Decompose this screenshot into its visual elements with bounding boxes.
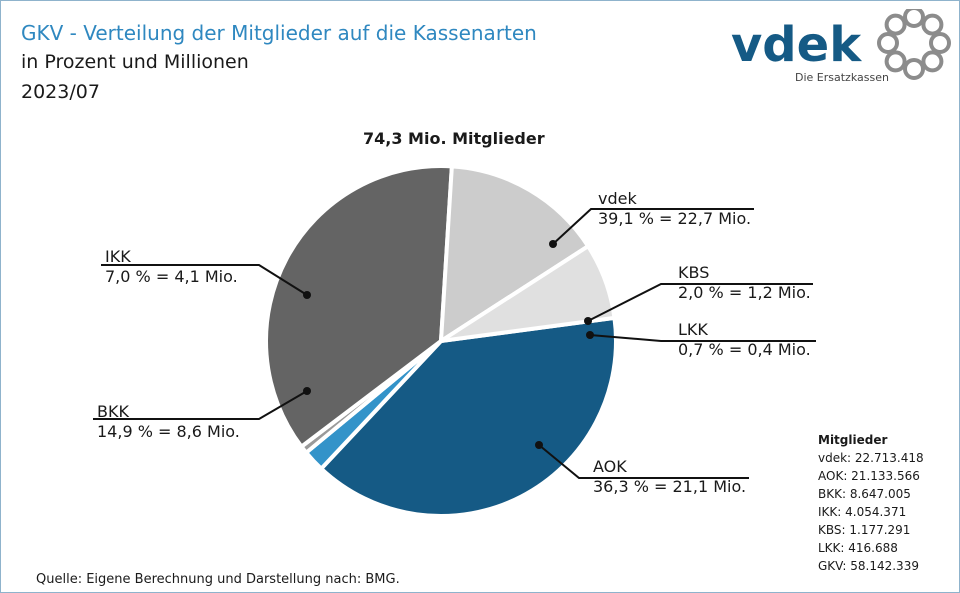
leader-dot-vdek bbox=[549, 240, 557, 248]
members-row: IKK: 4.054.371 bbox=[818, 505, 907, 519]
logo-dot bbox=[921, 50, 944, 73]
logo-dots-icon bbox=[877, 9, 951, 80]
pie-slice-bkk bbox=[439, 164, 591, 343]
label-vdek: vdek 39,1 % = 22,7 Mio. bbox=[598, 189, 751, 229]
label-bkk-value: 14,9 % = 8,6 Mio. bbox=[97, 422, 240, 441]
members-row: GKV: 58.142.339 bbox=[818, 559, 919, 573]
label-aok-name: AOK bbox=[593, 457, 627, 476]
label-vdek-value: 39,1 % = 22,7 Mio. bbox=[598, 209, 752, 228]
logo-dot bbox=[877, 32, 899, 54]
label-lkk-name: LKK bbox=[678, 320, 708, 339]
label-ikk: IKK 7,0 % = 4,1 Mio. bbox=[105, 247, 238, 287]
label-kbs-value: 2,0 % = 1,2 Mio. bbox=[678, 283, 811, 302]
label-ikk-name: IKK bbox=[105, 247, 131, 266]
members-heading: Mitglieder bbox=[818, 433, 888, 447]
logo-dot bbox=[903, 58, 925, 80]
leader-line-ikk bbox=[101, 264, 308, 296]
members-row: BKK: 8.647.005 bbox=[818, 487, 911, 501]
leader-line-lkk bbox=[589, 334, 816, 342]
pie-slice-aok bbox=[264, 164, 454, 449]
logo-dot bbox=[884, 50, 907, 73]
vdek-logo: vdek Die Ersatzkassen bbox=[731, 9, 951, 84]
leader-line-aok bbox=[538, 444, 749, 479]
pie-total-title: 74,3 Mio. Mitglieder bbox=[363, 129, 545, 148]
chart-title: GKV - Verteilung der Mitglieder auf die … bbox=[21, 21, 537, 45]
label-kbs-name: KBS bbox=[678, 263, 710, 282]
leader-dot-ikk bbox=[303, 291, 311, 299]
leader-dot-lkk bbox=[586, 331, 594, 339]
members-row: vdek: 22.713.418 bbox=[818, 451, 924, 465]
label-kbs: KBS 2,0 % = 1,2 Mio. bbox=[678, 263, 811, 303]
logo-dot bbox=[884, 13, 907, 36]
source-note: Quelle: Eigene Berechnung und Darstellun… bbox=[36, 572, 400, 587]
logo-tagline: Die Ersatzkassen bbox=[795, 71, 889, 84]
logo-dot bbox=[903, 9, 925, 28]
label-lkk-value: 0,7 % = 0,4 Mio. bbox=[678, 340, 811, 359]
label-bkk: BKK 14,9 % = 8,6 Mio. bbox=[97, 402, 240, 442]
label-vdek-name: vdek bbox=[598, 189, 637, 208]
leader-dot-aok bbox=[535, 441, 543, 449]
logo-wordmark: vdek bbox=[731, 17, 862, 73]
members-row: KBS: 1.177.291 bbox=[818, 523, 911, 537]
pie-slice-ikk bbox=[439, 244, 617, 343]
label-aok: AOK 36,3 % = 21,1 Mio. bbox=[593, 457, 746, 497]
leader-line-vdek bbox=[552, 208, 754, 245]
leader-dot-kbs bbox=[584, 317, 592, 325]
label-aok-value: 36,3 % = 21,1 Mio. bbox=[593, 477, 747, 496]
logo-dot bbox=[929, 32, 951, 54]
members-row: LKK: 416.688 bbox=[818, 541, 898, 555]
members-row: AOK: 21.133.566 bbox=[818, 469, 920, 483]
pie-slice-vdek bbox=[319, 315, 618, 518]
logo-dot bbox=[921, 13, 944, 36]
chart-subtitle: in Prozent und Millionen bbox=[21, 51, 249, 73]
chart-period: 2023/07 bbox=[21, 81, 100, 103]
leader-dot-bkk bbox=[303, 387, 311, 395]
members-table: Mitglieder vdek: 22.713.418 AOK: 21.133.… bbox=[818, 431, 924, 575]
label-lkk: LKK 0,7 % = 0,4 Mio. bbox=[678, 320, 811, 360]
label-ikk-value: 7,0 % = 4,1 Mio. bbox=[105, 267, 238, 286]
leader-line-bkk bbox=[93, 390, 308, 420]
leader-line-kbs bbox=[587, 283, 813, 322]
label-bkk-name: BKK bbox=[97, 402, 129, 421]
